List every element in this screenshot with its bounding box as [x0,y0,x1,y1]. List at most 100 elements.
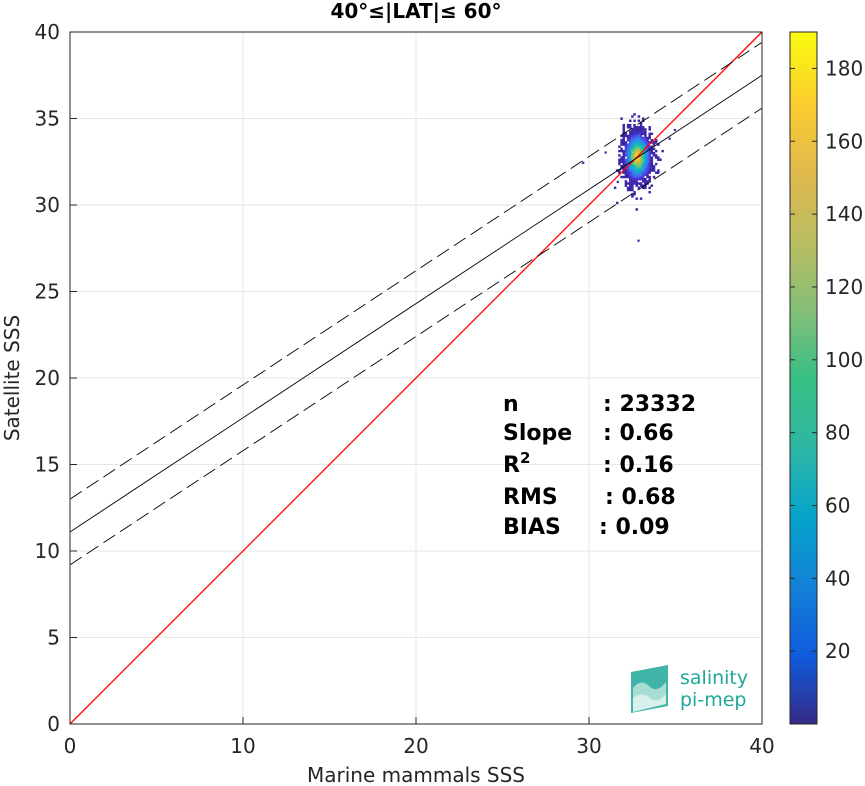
density-cell [631,152,634,155]
density-cell [644,143,647,146]
density-cell [635,171,638,174]
density-cell [618,149,621,153]
density-cell [633,162,636,166]
density-cell [639,128,643,131]
density-cell [631,132,634,136]
density-cell [624,141,628,144]
density-cell [633,180,636,183]
density-cell [626,160,630,164]
density-cell [631,141,634,144]
regression-line [69,74,763,533]
density-cell [629,141,632,144]
density-cell [646,147,649,151]
density-cell [622,160,625,164]
density-cell [633,169,636,172]
density-cell [650,158,654,161]
density-cell [637,130,641,133]
density-cell [641,128,645,131]
density-cell [631,184,634,187]
density-cell [622,126,625,129]
density-cell [624,160,628,164]
density-cell [637,158,641,161]
density-cell [626,156,630,159]
density-cell [626,182,630,185]
x-axis-ticks: 0 10 20 30 40 [64,717,775,758]
density-cell [620,156,623,159]
density-cell [620,117,623,120]
density-cell [639,177,643,181]
density-cell [637,182,641,185]
density-cell [633,152,636,155]
x-tick-label: 30 [576,734,601,758]
density-cell [629,171,632,174]
density-cell [641,158,645,161]
density-cell [637,126,641,129]
density-cell [648,171,651,174]
density-cell [618,171,621,174]
stat-label: Slope [503,421,572,446]
density-cell [637,177,641,181]
density-cell [635,177,638,181]
density-cell [633,177,636,181]
x-axis-label: Marine mammals SSS [307,763,525,786]
density-cell [639,156,643,159]
density-cell [637,147,641,151]
y-tick-label: 0 [47,712,60,736]
density-cell [624,164,628,168]
density-cell [629,154,632,157]
density-cell [633,149,636,153]
density-cell [639,169,643,172]
density-cell [631,156,634,159]
density-cell [624,184,628,187]
density-cell [639,147,643,151]
density-cell [650,152,654,155]
density-cell [620,160,623,164]
density-cell [637,128,641,131]
density-cell [635,162,638,166]
density-cell [624,147,628,151]
density-cell [629,152,632,155]
identity-line [69,31,763,725]
x-tick-label: 20 [403,734,428,758]
density-cell [633,156,636,159]
density-cell [639,132,643,136]
density-cell [631,167,634,170]
density-cell [618,160,621,164]
stat-label: R2 [503,449,530,478]
density-cell [631,128,634,131]
density-cell [631,158,634,161]
density-cell [604,151,607,154]
density-cell [644,145,647,148]
density-cell [646,141,649,144]
density-cell [631,139,634,142]
logo-line2: pi-mep [680,689,746,711]
density-cell [648,149,651,153]
density-cell [646,171,649,174]
density-cell [629,167,632,170]
density-cell [618,162,621,166]
density-cell [654,162,658,166]
density-cell [648,158,651,161]
density-cell [637,115,641,118]
density-cell [657,156,660,159]
density-cell [635,139,638,142]
density-cell [644,160,647,164]
density-cell [650,167,654,170]
density-cell [652,147,656,151]
density-cell [618,154,621,157]
density-cell [635,182,638,185]
density-cell [633,123,636,127]
density-cell [631,162,634,166]
density-cell [618,158,621,161]
density-cell [639,136,643,140]
density-cell [635,180,638,183]
density-cell [641,132,645,136]
density-cell [644,182,647,185]
density-cell [624,173,628,177]
density-cell [639,149,643,153]
density-cell [641,117,645,120]
density-cell [620,158,623,161]
density-cell [633,175,636,179]
density-cell [644,180,647,183]
density-cell [648,164,651,168]
